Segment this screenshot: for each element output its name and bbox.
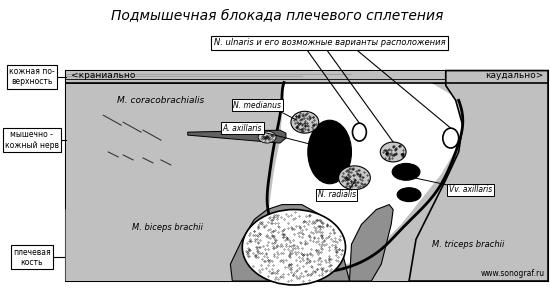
- Text: каудально>: каудально>: [485, 70, 543, 80]
- Ellipse shape: [392, 164, 420, 180]
- Text: A. axillaris: A. axillaris: [223, 124, 262, 133]
- Polygon shape: [409, 70, 548, 281]
- Bar: [65, 70, 548, 79]
- Polygon shape: [65, 182, 232, 281]
- Ellipse shape: [243, 210, 345, 285]
- Bar: [65, 70, 548, 281]
- Text: плечевая
кость: плечевая кость: [13, 248, 51, 267]
- Ellipse shape: [308, 120, 351, 184]
- Text: www.sonograf.ru: www.sonograf.ru: [481, 269, 545, 278]
- Polygon shape: [230, 205, 349, 281]
- Text: N. radialis: N. radialis: [317, 190, 356, 199]
- Text: N. medianus: N. medianus: [233, 101, 281, 110]
- Ellipse shape: [397, 188, 421, 202]
- Ellipse shape: [380, 142, 406, 162]
- Text: M. coracobrachialis: M. coracobrachialis: [117, 96, 205, 105]
- Text: мышечно -
кожный нерв: мышечно - кожный нерв: [5, 130, 59, 150]
- Text: M. biceps brachii: M. biceps brachii: [133, 223, 204, 232]
- Text: M. triceps brachii: M. triceps brachii: [432, 240, 505, 249]
- Ellipse shape: [443, 128, 459, 148]
- Ellipse shape: [291, 111, 318, 133]
- Text: N. ulnaris и его возможные варианты расположения: N. ulnaris и его возможные варианты расп…: [214, 38, 446, 47]
- Ellipse shape: [353, 123, 366, 141]
- Ellipse shape: [258, 131, 276, 143]
- Text: Подмышечная блокада плечевого сплетения: Подмышечная блокада плечевого сплетения: [111, 9, 443, 23]
- Polygon shape: [188, 130, 286, 143]
- Bar: [65, 70, 548, 281]
- Polygon shape: [349, 205, 393, 281]
- Polygon shape: [267, 82, 466, 271]
- Ellipse shape: [339, 166, 370, 190]
- Text: <краниально: <краниально: [70, 70, 135, 80]
- Text: кожная по-
верхность: кожная по- верхность: [9, 67, 55, 86]
- Text: Vv. axillaris: Vv. axillaris: [449, 185, 492, 194]
